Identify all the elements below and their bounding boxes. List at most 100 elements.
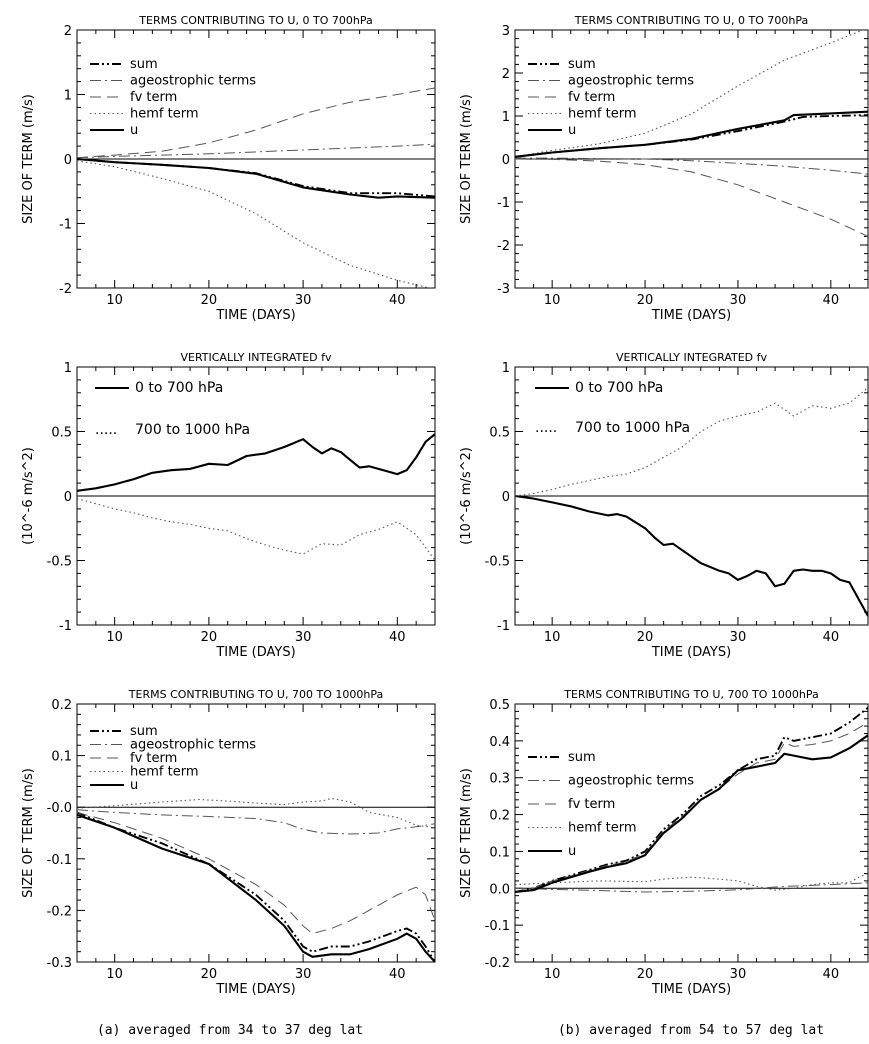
y-tick-label: 0.3 <box>489 772 510 787</box>
x-tick-label: 40 <box>389 630 406 645</box>
y-tick-label: 0.1 <box>489 845 510 860</box>
series-line-sum <box>515 706 868 893</box>
series-line-0-to-700-hpa <box>515 494 868 617</box>
chart-title: TERMS CONTRIBUTING TO U, 700 TO 1000hPa <box>563 688 818 701</box>
plot-frame <box>76 703 436 963</box>
series-line-ageostrophic-terms <box>77 809 435 835</box>
chart-title: TERMS CONTRIBUTING TO U, 0 TO 700hPa <box>138 14 372 27</box>
x-tick-label: 40 <box>389 293 406 308</box>
series-line-hemf-term <box>77 797 435 829</box>
legend-label: 0 to 700 hPa <box>135 380 223 396</box>
series-line-ageostrophic-terms <box>515 157 868 175</box>
y-axis-label: SIZE OF TERM (m/s) <box>459 94 474 224</box>
series-line-ageostrophic-terms <box>515 882 868 893</box>
y-tick-label: -0.5 <box>485 555 510 570</box>
y-tick-label: -0.2 <box>47 904 72 919</box>
x-tick-label: 20 <box>201 293 218 308</box>
series-line-ageostrophic-terms <box>77 143 435 159</box>
y-tick-label: -1 <box>497 619 510 634</box>
x-tick-label: 10 <box>544 630 561 645</box>
series-line-fv-term <box>515 158 868 237</box>
x-axis-label: TIME (DAYS) <box>215 308 295 323</box>
y-tick-label: 0.0 <box>489 882 510 897</box>
series-line-sum <box>515 114 868 158</box>
x-tick-label: 10 <box>544 967 561 982</box>
x-axis-label: TIME (DAYS) <box>215 982 295 997</box>
series-line-700-to-1000-hpa <box>515 387 868 497</box>
chart-title: VERTICALLY INTEGRATED fv <box>180 351 332 364</box>
caption-right: (b) averaged from 54 to 57 deg lat <box>558 1023 824 1038</box>
y-tick-label: -1 <box>497 196 510 211</box>
legend-label: sum <box>568 57 596 72</box>
x-tick-label: 30 <box>730 293 747 308</box>
y-tick-label: 0.5 <box>489 698 510 713</box>
legend-label: sum <box>130 57 158 72</box>
x-tick-label: 10 <box>106 967 123 982</box>
y-tick-label: -0.5 <box>47 555 72 570</box>
panel-a-mid: VERTICALLY INTEGRATED fv 10 20 30 40 -1 -0.5 0 0… <box>21 351 436 660</box>
y-tick-label: 0.4 <box>489 735 510 750</box>
legend-label: 700 to 1000 hPa <box>575 420 690 436</box>
y-tick-label: 1 <box>502 110 510 125</box>
legend-marker: ..... <box>535 420 557 436</box>
y-tick-label: 0.1 <box>51 750 72 765</box>
y-tick-label: 2 <box>502 67 510 82</box>
y-tick-label: 2 <box>64 24 72 39</box>
y-tick-label: 1 <box>502 361 510 376</box>
legend-label: u <box>130 778 138 793</box>
legend-label: ageostrophic terms <box>568 74 694 89</box>
y-tick-label: 0 <box>64 490 72 505</box>
y-tick-label: 0 <box>502 490 510 505</box>
y-tick-label: -1 <box>59 619 72 634</box>
y-tick-label: 1 <box>64 89 72 104</box>
series-line-700-to-1000-hpa <box>77 498 435 561</box>
y-tick-label: 1 <box>64 361 72 376</box>
x-tick-label: 20 <box>637 293 654 308</box>
legend-label: ageostrophic terms <box>568 774 694 789</box>
chart-title: TERMS CONTRIBUTING TO U, 0 TO 700hPa <box>574 14 808 27</box>
x-axis-label: TIME (DAYS) <box>651 645 731 660</box>
series-line-sum <box>77 158 435 198</box>
legend-label: ageostrophic terms <box>130 74 256 89</box>
y-tick-label: -3 <box>497 282 510 297</box>
series-line-fv-term <box>77 87 435 159</box>
legend-label: fv term <box>130 90 177 105</box>
chart-title: VERTICALLY INTEGRATED fv <box>616 351 768 364</box>
legend-label: 0 to 700 hPa <box>575 380 663 396</box>
x-tick-label: 10 <box>106 630 123 645</box>
y-tick-label: 0.5 <box>51 426 72 441</box>
legend-label: 700 to 1000 hPa <box>135 422 250 438</box>
y-tick-label: 0.2 <box>489 809 510 824</box>
caption-left: (a) averaged from 34 to 37 deg lat <box>97 1023 363 1038</box>
x-axis-label: TIME (DAYS) <box>215 645 295 660</box>
legend-label: sum <box>130 724 158 739</box>
x-tick-label: 20 <box>637 967 654 982</box>
legend-label: hemf term <box>568 107 637 122</box>
series-line-sum <box>77 811 435 962</box>
y-tick-label: -0.2 <box>485 956 510 971</box>
panel-a-top: TERMS CONTRIBUTING TO U, 0 TO 700hPa 1 0 20… <box>21 14 436 323</box>
y-tick-label: -2 <box>59 282 72 297</box>
y-tick-label: 3 <box>502 24 510 39</box>
y-tick-label: -2 <box>497 239 510 254</box>
y-tick-label: 0 <box>502 153 510 168</box>
legend-label: ageostrophic terms <box>130 738 256 753</box>
y-tick-label: 0 <box>64 153 72 168</box>
x-tick-label: 30 <box>730 967 747 982</box>
series-line-u <box>515 110 868 158</box>
x-tick-label: 20 <box>201 630 218 645</box>
series-line-fv-term <box>77 811 435 935</box>
panel-b-top: TERMS CONTRIBUTING TO U, 0 TO 700hPa 1 0 20… <box>459 14 869 323</box>
chart-title: TERMS CONTRIBUTING TO U, 700 TO 1000hPa <box>128 688 383 701</box>
series-line-u <box>77 813 435 962</box>
y-tick-label: -0.3 <box>47 956 72 971</box>
y-tick-label: -1 <box>59 218 72 233</box>
x-axis-label: TIME (DAYS) <box>651 982 731 997</box>
x-tick-label: 40 <box>823 967 840 982</box>
y-axis-label: SIZE OF TERM (m/s) <box>459 768 474 898</box>
series-line-hemf-term <box>515 872 868 891</box>
panel-b-mid: VERTICALLY INTEGRATED fv 10 20 30 40 -1 -0.5 0 0… <box>459 351 869 660</box>
x-tick-label: 40 <box>823 630 840 645</box>
y-axis-label: SIZE OF TERM (m/s) <box>21 768 36 898</box>
